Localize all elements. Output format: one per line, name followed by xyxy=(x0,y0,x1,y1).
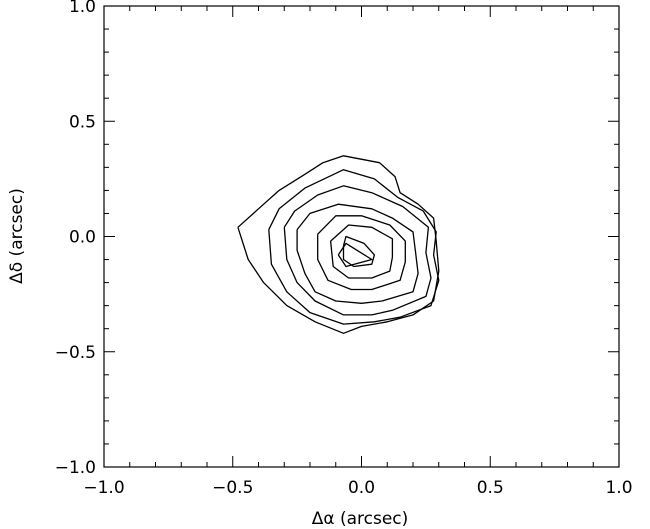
y-tick-label: −1.0 xyxy=(55,458,96,478)
y-axis-label: Δδ (arcsec) xyxy=(7,188,27,284)
y-tick-label: 0.0 xyxy=(69,228,96,248)
axis-ticks xyxy=(103,5,620,468)
contour-level-7 xyxy=(342,235,376,268)
x-tick-label: 0.5 xyxy=(477,478,504,498)
x-axis-label: Δα (arcsec) xyxy=(312,509,409,529)
contour-level-5 xyxy=(317,215,406,291)
contour-lines xyxy=(237,155,440,334)
x-tick-label: 0.0 xyxy=(348,478,375,498)
y-tick-label: −0.5 xyxy=(55,343,96,363)
y-tick-label: 1.0 xyxy=(69,0,96,17)
x-tick-label: −0.5 xyxy=(212,478,253,498)
plot-frame xyxy=(103,5,620,468)
contour-level-2 xyxy=(268,169,440,325)
x-tick-label: −1.0 xyxy=(83,478,124,498)
contour-level-6 xyxy=(329,224,394,279)
contour-level-3 xyxy=(283,185,432,316)
contour-level-8 xyxy=(337,242,373,268)
contour-level-1 xyxy=(237,155,440,334)
tick-labels: −1.0 −0.5 0.0 0.5 1.0 −1.0 −0.5 0.0 0.5 1.0 xyxy=(55,0,633,498)
x-tick-label: 1.0 xyxy=(605,478,632,498)
y-tick-label: 0.5 xyxy=(69,112,96,132)
contour-level-4 xyxy=(296,203,419,304)
